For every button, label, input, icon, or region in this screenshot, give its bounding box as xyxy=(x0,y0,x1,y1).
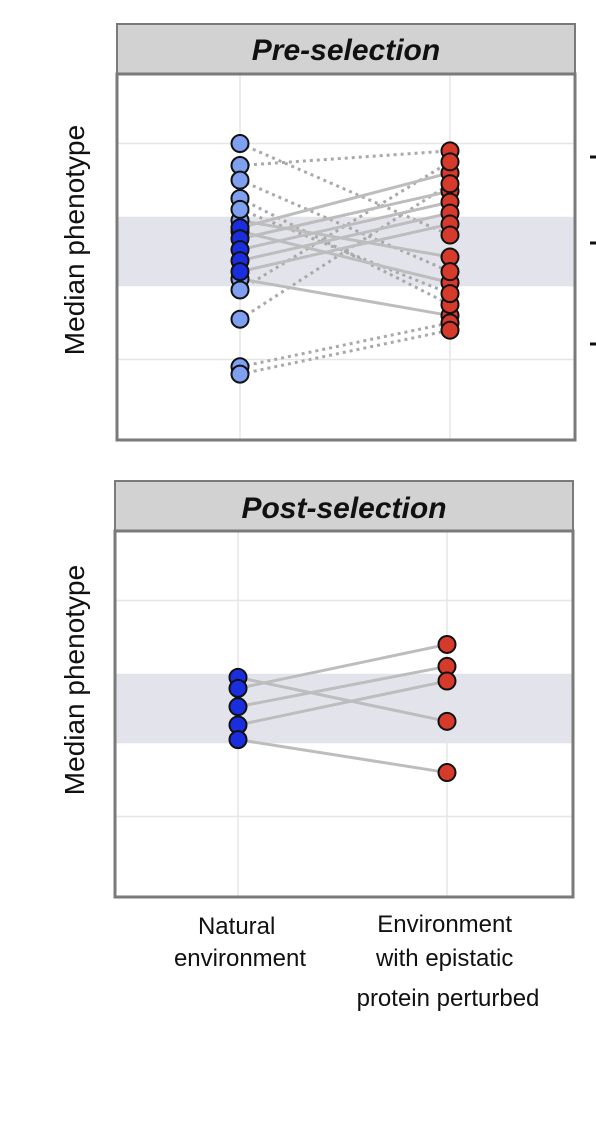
pre-connector-0 xyxy=(239,171,451,230)
post-perturbed-point-4 xyxy=(437,763,457,783)
pre-natural-point-16 xyxy=(230,364,250,384)
pre-connector-1 xyxy=(239,189,451,241)
pre-connector-16 xyxy=(239,328,451,376)
post-shaded-band xyxy=(115,673,573,744)
x-tick-label-natural-environment: Natural environment xyxy=(174,913,306,972)
pre-connector-4 xyxy=(239,222,451,274)
pre-selection-strip xyxy=(116,23,576,75)
cropped-right-annotations xyxy=(590,155,596,346)
post-connector-4 xyxy=(237,738,448,775)
pre-connector-3 xyxy=(239,211,451,263)
post-connector-2 xyxy=(237,664,448,709)
pre-natural-point-4 xyxy=(230,262,250,282)
post-connector-0 xyxy=(237,675,448,723)
post-perturbed-point-0 xyxy=(437,711,457,731)
pre-perturbed-point-14 xyxy=(440,174,460,194)
post-perturbed-point-1 xyxy=(437,634,457,654)
pre-connector-5 xyxy=(239,277,451,318)
post-selection-y-axis-label: Median phenotype xyxy=(59,565,90,795)
pre-connector-12 xyxy=(239,208,451,295)
post-selection-plot-border xyxy=(113,529,575,899)
pre-perturbed-point-12 xyxy=(440,284,460,304)
pre-connector-15 xyxy=(239,321,451,369)
pre-natural-point-10 xyxy=(230,170,250,190)
pre-connector-7 xyxy=(239,218,451,259)
post-connector-3 xyxy=(237,679,448,727)
pre-perturbed-point-16 xyxy=(440,320,460,340)
post-selection-title: Post-selection xyxy=(241,492,446,525)
x-tick-label-perturbed-environment: Environment with epistatic protein pertu… xyxy=(357,911,540,1012)
pre-selection-plot-border xyxy=(115,72,577,442)
post-selection-strip xyxy=(114,480,574,532)
post-natural-point-1 xyxy=(228,678,248,698)
pre-natural-point-13 xyxy=(230,280,250,300)
post-perturbed-point-3 xyxy=(437,671,457,691)
pre-perturbed-point-10 xyxy=(440,262,460,282)
pre-selection-title: Pre-selection xyxy=(252,34,440,67)
post-natural-point-2 xyxy=(228,697,248,717)
pre-natural-point-8 xyxy=(230,134,250,154)
pre-connector-11 xyxy=(239,197,451,306)
pre-connector-9 xyxy=(239,149,451,167)
pre-natural-point-12 xyxy=(230,199,250,219)
pre-perturbed-point-13 xyxy=(440,152,460,172)
pre-selection-y-axis-label: Median phenotype xyxy=(59,125,90,355)
pre-connector-2 xyxy=(239,200,451,252)
pre-natural-point-14 xyxy=(230,309,250,329)
pre-connector-6 xyxy=(239,229,451,285)
pre-perturbed-point-8 xyxy=(440,225,460,245)
post-natural-point-4 xyxy=(228,730,248,750)
post-connector-1 xyxy=(237,642,448,690)
